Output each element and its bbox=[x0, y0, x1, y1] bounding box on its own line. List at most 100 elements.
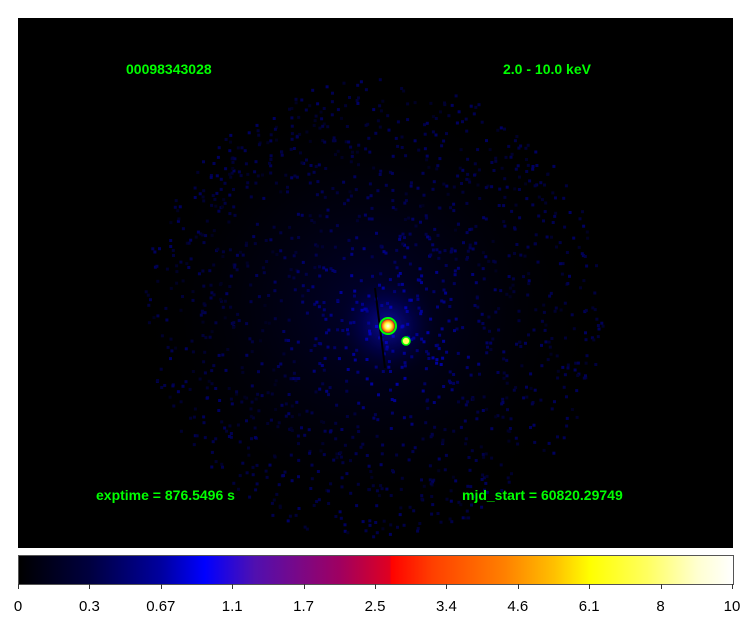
noise-pixel bbox=[274, 379, 278, 383]
noise-pixel bbox=[310, 463, 314, 467]
noise-pixel bbox=[295, 175, 299, 179]
noise-pixel bbox=[290, 137, 294, 141]
noise-pixel bbox=[296, 434, 300, 438]
noise-pixel bbox=[314, 337, 318, 341]
noise-pixel bbox=[400, 135, 404, 139]
noise-pixel bbox=[480, 478, 484, 481]
noise-pixel bbox=[439, 520, 443, 524]
noise-pixel bbox=[522, 396, 526, 400]
noise-pixel bbox=[436, 164, 440, 168]
noise-pixel bbox=[318, 126, 322, 130]
noise-pixel bbox=[196, 170, 200, 174]
noise-pixel bbox=[468, 228, 472, 232]
noise-pixel bbox=[335, 224, 339, 228]
noise-pixel bbox=[479, 445, 483, 449]
noise-pixel bbox=[317, 163, 321, 167]
noise-pixel bbox=[440, 144, 444, 148]
noise-pixel bbox=[450, 103, 454, 107]
noise-pixel bbox=[273, 455, 277, 459]
noise-pixel bbox=[331, 139, 335, 143]
noise-pixel bbox=[217, 209, 221, 213]
noise-pixel bbox=[224, 368, 228, 372]
noise-pixel bbox=[393, 260, 397, 264]
noise-pixel bbox=[592, 338, 596, 342]
noise-pixel bbox=[441, 440, 445, 444]
noise-pixel bbox=[216, 155, 220, 159]
noise-pixel bbox=[254, 397, 258, 401]
noise-pixel bbox=[254, 181, 258, 185]
noise-pixel bbox=[429, 253, 433, 257]
noise-pixel bbox=[240, 146, 244, 150]
noise-pixel bbox=[267, 294, 271, 297]
noise-pixel bbox=[257, 133, 261, 137]
noise-pixel bbox=[564, 184, 568, 188]
noise-pixel bbox=[229, 305, 233, 309]
noise-pixel bbox=[274, 408, 278, 411]
noise-pixel bbox=[586, 236, 590, 240]
noise-pixel bbox=[262, 271, 266, 275]
colorbar-tick-label: 2.5 bbox=[364, 598, 386, 615]
noise-pixel bbox=[290, 429, 294, 432]
noise-pixel bbox=[292, 276, 296, 280]
noise-pixel bbox=[499, 126, 503, 130]
noise-pixel bbox=[251, 416, 255, 420]
noise-pixel bbox=[247, 131, 251, 135]
noise-pixel bbox=[227, 220, 231, 224]
noise-pixel bbox=[406, 102, 410, 106]
noise-pixel bbox=[464, 403, 468, 407]
noise-pixel bbox=[421, 204, 425, 208]
noise-pixel bbox=[309, 349, 313, 352]
noise-pixel bbox=[490, 456, 494, 460]
noise-pixel bbox=[437, 395, 441, 399]
noise-pixel bbox=[289, 147, 293, 151]
noise-pixel bbox=[198, 377, 202, 381]
noise-pixel bbox=[378, 104, 382, 108]
noise-pixel bbox=[420, 494, 424, 498]
noise-pixel bbox=[481, 473, 485, 477]
noise-pixel bbox=[423, 132, 427, 136]
noise-pixel bbox=[475, 417, 479, 421]
noise-pixel bbox=[475, 296, 479, 300]
noise-pixel bbox=[322, 308, 326, 312]
noise-pixel bbox=[275, 492, 279, 496]
noise-pixel bbox=[513, 139, 517, 143]
noise-pixel bbox=[435, 270, 439, 274]
noise-pixel bbox=[272, 368, 276, 372]
noise-pixel bbox=[517, 146, 521, 150]
noise-pixel bbox=[289, 377, 293, 381]
noise-pixel bbox=[421, 437, 425, 441]
noise-pixel bbox=[273, 317, 277, 321]
noise-pixel bbox=[373, 413, 377, 417]
noise-pixel bbox=[516, 442, 520, 446]
noise-pixel bbox=[494, 156, 498, 160]
noise-pixel bbox=[533, 184, 537, 188]
noise-pixel bbox=[264, 321, 268, 325]
noise-pixel bbox=[434, 133, 438, 137]
noise-pixel bbox=[529, 372, 533, 376]
noise-pixel bbox=[225, 429, 229, 433]
noise-pixel bbox=[300, 98, 304, 102]
noise-pixel bbox=[408, 262, 412, 266]
noise-pixel bbox=[321, 382, 325, 386]
noise-pixel bbox=[232, 188, 235, 191]
noise-pixel bbox=[305, 311, 309, 315]
noise-pixel bbox=[456, 174, 460, 178]
noise-pixel bbox=[553, 309, 557, 313]
noise-pixel bbox=[205, 219, 209, 223]
noise-pixel bbox=[312, 170, 316, 174]
noise-pixel bbox=[463, 419, 467, 423]
noise-pixel bbox=[441, 279, 445, 283]
noise-pixel bbox=[395, 453, 399, 457]
noise-pixel bbox=[488, 148, 492, 152]
noise-pixel bbox=[376, 418, 380, 422]
noise-pixel bbox=[474, 224, 478, 228]
noise-pixel bbox=[584, 338, 588, 342]
noise-pixel bbox=[350, 252, 354, 256]
noise-pixel bbox=[364, 147, 368, 151]
noise-pixel bbox=[519, 144, 523, 148]
noise-pixel bbox=[347, 140, 351, 144]
noise-pixel bbox=[307, 428, 311, 432]
noise-pixel bbox=[395, 382, 399, 386]
noise-pixel bbox=[290, 124, 294, 128]
noise-pixel bbox=[345, 379, 349, 383]
